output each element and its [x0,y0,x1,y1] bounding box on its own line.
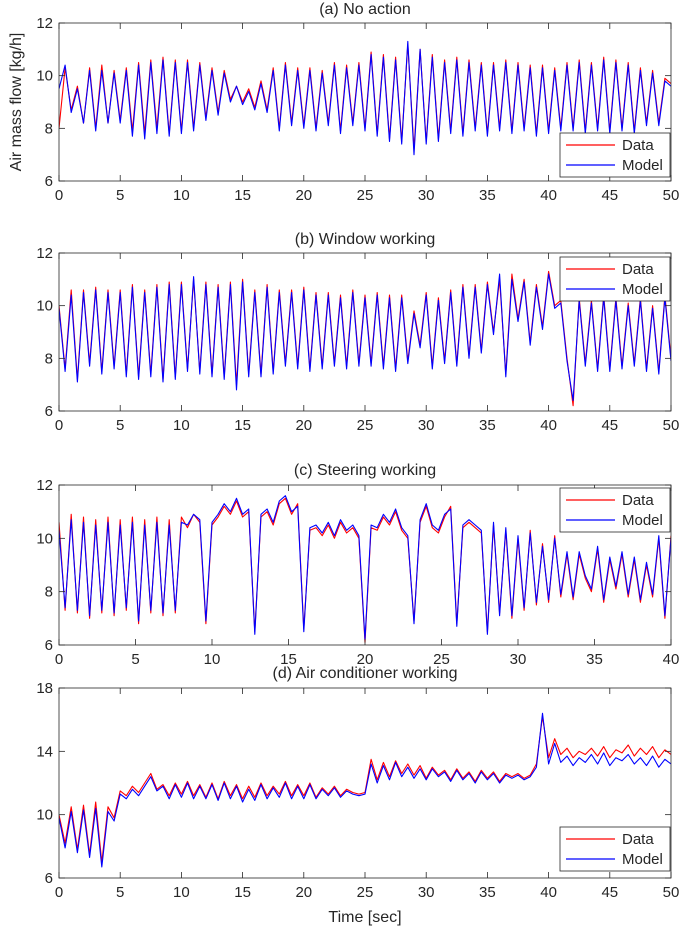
subplot-d-x-tick-label: 20 [295,884,312,901]
subplot-b-legend-label-data: Data [622,261,654,278]
subplot-a-x-tick-label: 5 [116,187,124,204]
subplot-b-x-tick-label: 15 [234,417,251,434]
subplot-a-x-tick-label: 20 [295,187,312,204]
subplot-b-y-tick-label: 12 [36,245,53,262]
subplot-a-series-model-line [59,40,671,156]
subplot-b-x-tick-label: 35 [479,417,496,434]
subplot-d: (d) Air conditioner working 0 5 10 15 20 25 30… [36,665,679,901]
subplot-c-legend-label-model: Model [622,512,663,529]
subplot-d-legend-label-model: Model [622,851,663,868]
subplot-b-x-tick-label: 5 [116,417,124,434]
subplot-d-legend-box [559,826,671,872]
subplot-a-legend-label-model: Model [622,157,663,174]
subplot-d-series-model-line [59,712,671,868]
subplot-a-x-tick-label: 50 [663,187,680,204]
subplot-c-legend-box [559,487,671,533]
subplot-d-legend-label-data: Data [622,831,654,848]
subplot-c-x-tick-label: 10 [204,651,221,668]
subplot-c: (c) Steering working 0 5 10 15 20 25 30 35 40 6 8 1… [36,462,679,668]
subplot-c-x-tick-label: 40 [663,651,680,668]
subplot-c-y-tick-label: 8 [45,584,53,601]
subplot-c-y-tick-label: 12 [36,477,53,494]
subplot-d-x-tick-label: 45 [601,884,618,901]
subplot-c-legend-label-data: Data [622,492,654,509]
subplot-d-x-tick-label: 30 [418,884,435,901]
subplot-a-x-tick-label: 0 [55,187,63,204]
subplot-b-x-tick-label: 30 [418,417,435,434]
subplot-b-x-tick-label: 20 [295,417,312,434]
subplot-d-y-tick-label: 18 [36,680,53,697]
shared-y-axis-label: Air mass flow [kg/h] [8,33,25,172]
subplot-a-y-tick-label: 8 [45,120,53,137]
subplot-a: (a) No action 0 5 10 15 20 25 30 35 40 45 50 6 8 10 12… [36,1,679,204]
subplot-a-x-tick-label: 15 [234,187,251,204]
subplot-d-x-tick-label: 10 [173,884,190,901]
subplot-b-x-tick-label: 40 [540,417,557,434]
subplot-d-x-tick-label: 5 [116,884,124,901]
subplot-a-x-tick-label: 30 [418,187,435,204]
subplot-d-y-tick-label: 6 [45,870,53,887]
subplot-d-x-tick-label: 25 [357,884,374,901]
subplot-c-x-tick-label: 20 [357,651,374,668]
subplot-c-x-tick-label: 35 [586,651,603,668]
subplot-a-legend: Data Model [559,132,671,178]
subplot-d-title: (d) Air conditioner working [273,665,458,682]
subplot-a-y-tick-label: 6 [45,173,53,190]
subplot-a-x-tick-label: 25 [357,187,374,204]
subplot-c-y-tick-label: 6 [45,637,53,654]
subplot-b-y-tick-label: 8 [45,350,53,367]
subplot-b-y-tick-label: 10 [36,298,53,315]
subplot-b-x-tick-label: 10 [173,417,190,434]
subplot-d-x-tick-label: 40 [540,884,557,901]
subplot-b-x-tick-label: 50 [663,417,680,434]
subplot-c-title: (c) Steering working [294,462,436,479]
subplot-a-legend-box [559,132,671,178]
subplot-a-x-tick-label: 10 [173,187,190,204]
subplot-c-x-tick-label: 30 [510,651,527,668]
subplot-a-title: (a) No action [319,1,411,18]
subplot-c-x-tick-label: 25 [433,651,450,668]
subplot-b-x-tick-label: 25 [357,417,374,434]
subplot-b-legend-label-model: Model [622,281,663,298]
subplot-d-legend: Data Model [559,826,671,872]
subplot-d-x-tick-label: 50 [663,884,680,901]
subplot-b-legend-box [559,256,671,302]
subplot-a-x-tick-label: 45 [601,187,618,204]
subplot-d-x-tick-label: 15 [234,884,251,901]
subplot-a-y-tick-label: 12 [36,15,53,32]
subplot-c-legend: Data Model [559,487,671,533]
subplot-d-x-tick-label: 35 [479,884,496,901]
shared-x-axis-label: Time [sec] [328,909,401,926]
subplot-a-y-tick-label: 10 [36,68,53,85]
subplot-b-title: (b) Window working [295,231,435,248]
subplot-b-series-model-line [59,273,671,402]
subplot-b-y-tick-label: 6 [45,403,53,420]
subplot-c-x-tick-label: 15 [280,651,297,668]
subplot-b-x-tick-label: 45 [601,417,618,434]
subplot-d-y-tick-label: 14 [36,743,53,760]
subplot-a-legend-label-data: Data [622,137,654,154]
subplot-a-x-tick-label: 35 [479,187,496,204]
subplot-b-x-tick-label: 0 [55,417,63,434]
subplot-a-x-tick-label: 40 [540,187,557,204]
subplot-d-x-tick-label: 0 [55,884,63,901]
subplot-c-y-tick-label: 10 [36,530,53,547]
subplot-b: (b) Window working 0 5 10 15 20 25 30 35 40 45 50 6… [36,231,679,434]
subplot-d-y-tick-label: 10 [36,807,53,824]
subplot-b-legend: Data Model [559,256,671,302]
subplot-c-x-tick-label: 0 [55,651,63,668]
subplot-c-x-tick-label: 5 [131,651,139,668]
